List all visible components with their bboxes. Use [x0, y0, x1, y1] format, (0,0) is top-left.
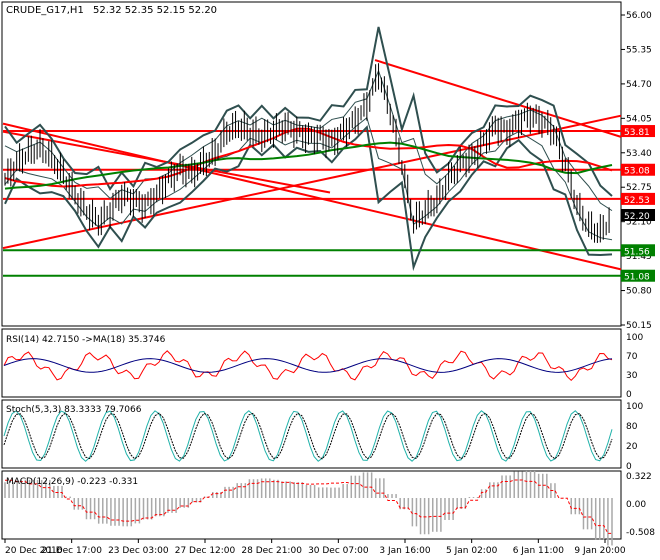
price-tick-label: 52.75 — [626, 183, 652, 193]
svg-text:52.20: 52.20 — [624, 212, 650, 222]
level-tag-label: 51.08 — [624, 273, 650, 283]
macd-label: MACD(12,26,9) -0.223 -0.331 — [6, 477, 138, 487]
support-resistance-lines — [3, 130, 621, 277]
macd-signal-line — [5, 479, 612, 534]
macd-histogram — [4, 470, 613, 546]
axis-tick-label: 0 — [626, 462, 632, 472]
level-tag — [621, 244, 655, 257]
price-tick-label: 50.80 — [626, 287, 652, 297]
trend-line — [374, 59, 622, 138]
axis-tick-label: 80 — [626, 422, 638, 432]
stoch-label: Stoch(5,3,3) 83.3333 79.7066 — [6, 405, 142, 415]
rsi-g-line-b — [3, 358, 613, 373]
level-tag-label: 53.08 — [624, 167, 650, 177]
time-tick-label: 3 Jan 16:00 — [379, 546, 431, 556]
axis-tick-label: 0.322 — [626, 472, 652, 482]
level-tag-label: 52.53 — [624, 196, 650, 206]
price-tick-label: 50.15 — [626, 321, 652, 331]
rsi-g-line-a — [3, 350, 613, 381]
rsi-lines — [3, 350, 613, 381]
upper-band — [4, 26, 613, 197]
axis-tick-label: 70 — [626, 352, 638, 362]
price-tick-label: 54.05 — [626, 114, 652, 124]
axis-tick-label: 0.00 — [626, 500, 646, 510]
ma-green — [4, 141, 613, 190]
stoch-g-line-a — [3, 410, 613, 462]
time-tick-label: 30 Dec 07:00 — [308, 546, 369, 556]
level-tag — [621, 192, 655, 205]
lower-band — [4, 125, 613, 272]
axis-tick-label: 0 — [626, 390, 632, 400]
price-tick-label: 53.40 — [626, 149, 652, 159]
price-tick-label: 55.35 — [626, 45, 652, 55]
level-tag-label: 51.56 — [624, 247, 650, 257]
main-price-panel[interactable] — [1, 1, 622, 327]
time-tick-label: 5 Jan 02:00 — [446, 546, 498, 556]
rsi-axis: 100 70 30 0 — [626, 333, 643, 400]
time-tick-label: 9 Jan 20:00 — [574, 546, 626, 556]
time-tick-label: 28 Dec 21:00 — [241, 546, 302, 556]
level-tag — [621, 125, 655, 138]
axis-tick-label: 30 — [626, 371, 638, 381]
price-tick-label: 54.70 — [626, 80, 652, 90]
time-tick-label: 20 Dec 2016 — [5, 546, 63, 556]
price-tick-label: 51.45 — [626, 252, 652, 262]
time-tick-label: 23 Dec 03:00 — [108, 546, 169, 556]
level-tag — [621, 163, 655, 176]
current-price-marker: 52.20 — [621, 209, 655, 222]
macd-axis: 0.322 0.00 -0.508 — [626, 472, 655, 538]
time-tick-label: 6 Jan 11:00 — [513, 546, 565, 556]
level-tag — [621, 269, 655, 282]
axis-tick-label: 100 — [626, 333, 643, 343]
chart-title: CRUDE_G17,H1 52.32 52.35 52.15 52.20 — [6, 5, 217, 16]
level-labels: 53.81 53.08 52.53 51.56 51.08 — [621, 125, 655, 283]
price-bars — [4, 63, 610, 243]
trend-line — [2, 114, 622, 250]
axis-tick-label: -0.508 — [626, 528, 655, 538]
price-tick-label: 52.10 — [626, 218, 652, 228]
level-tag-label: 53.81 — [624, 128, 650, 138]
stoch-lines — [3, 410, 613, 462]
trend-line — [2, 122, 622, 271]
stoch-axis: 100 80 20 0 — [626, 402, 643, 472]
rsi-label: RSI(14) 42.7150 ->MA(18) 35.3746 — [6, 335, 166, 345]
axis-tick-label: 20 — [626, 442, 638, 452]
time-tick-label: 27 Dec 12:00 — [175, 546, 236, 556]
time-tick-label: 21 Dec 17:00 — [41, 546, 102, 556]
price-tick-label: 56.00 — [626, 11, 652, 21]
axis-tick-label: 100 — [626, 402, 643, 412]
